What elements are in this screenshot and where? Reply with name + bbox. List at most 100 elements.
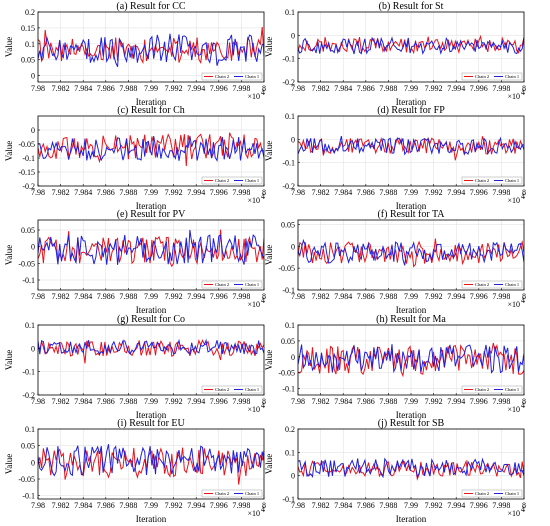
x-tick-label: 7.994 [187,501,205,510]
y-tick-label: 0 [31,458,35,467]
legend-label: Chain 2 [215,74,229,79]
x-tick-label: 7.996 [470,292,488,301]
series-line-chain-1 [298,36,524,55]
x-multiplier: ×10 [507,509,520,518]
y-tick-label: -0.05 [18,259,35,268]
x-tick-label: 7.994 [447,501,465,510]
legend-box [201,385,263,394]
x-tick-label: 7.988 [119,397,137,406]
series-line-chain-2 [38,132,264,167]
x-multiplier: ×10 [247,92,260,101]
x-tick-label: 7.992 [425,84,443,93]
x-tick-label: 7.982 [52,397,70,406]
x-tick-label: 7.982 [52,84,70,93]
legend-box [461,489,523,498]
x-tick-label: 8 [522,501,526,510]
x-tick-label: 7.986 [357,501,375,510]
y-tick-label: 0 [291,353,295,362]
x-tick-label: 7.996 [210,397,228,406]
x-tick-label: 7.984 [74,397,92,406]
legend-label: Chain 2 [215,282,229,287]
x-exponent: 4 [521,296,525,305]
legend-box [461,280,523,289]
x-tick-label: 7.98 [31,292,45,301]
x-tick-label: 7.992 [165,84,183,93]
x-tick-label: 7.992 [165,397,183,406]
x-tick-label: 7.996 [470,501,488,510]
x-exponent: 4 [521,88,525,97]
x-tick-label: 7.99 [404,397,418,406]
series-line-chain-2 [38,338,264,364]
x-tick-label: 7.996 [470,397,488,406]
subplot-title: (i) Result for EU [117,418,185,429]
subplot-7: (g) Result for Co 7.98 7.982 7.984 7.986 7.98… [4,314,266,420]
subplot-1: (a) Result for CC 7.98 7.982 7.984 7.986 7.98… [4,1,266,107]
series-line-chain-1 [38,444,264,477]
y-tick-label: -0.05 [18,140,35,149]
subplot-10: (j) Result for SB 7.98 7.982 7.984 7.986 7.98… [264,418,526,524]
x-axis-label: Iteration [396,305,427,315]
legend-box [461,72,523,81]
subplot-2: (b) Result for St 7.98 7.982 7.984 7.986 7.98… [264,1,526,107]
x-tick-label: 7.98 [31,188,45,197]
y-tick-label: -0.1 [282,55,295,64]
x-exponent: 4 [261,401,265,410]
y-tick-label: -0.1 [282,286,295,295]
x-exponent: 4 [521,192,525,201]
legend-box [201,280,263,289]
x-tick-label: 7.982 [52,292,70,301]
x-tick-label: 7.986 [357,84,375,93]
series-line-chain-2 [298,342,524,378]
x-tick-label: 7.988 [119,84,137,93]
y-tick-label: 0.1 [25,425,35,434]
x-tick-label: 7.994 [187,397,205,406]
x-tick-label: 7.984 [334,292,352,301]
legend-label: Chain 1 [245,74,259,79]
x-tick-label: 7.99 [144,292,158,301]
x-axis-label: Iteration [396,514,427,524]
subplot-title: (c) Result for Ch [117,105,185,116]
x-tick-label: 7.986 [97,188,115,197]
x-tick-label: 7.996 [470,84,488,93]
x-tick-label: 7.998 [492,84,510,93]
x-tick-label: 7.982 [312,397,330,406]
x-tick-label: 7.99 [404,292,418,301]
x-multiplier: ×10 [507,300,520,309]
x-tick-label: 7.982 [312,292,330,301]
x-tick-label: 8 [262,84,266,93]
x-tick-label: 7.992 [165,501,183,510]
subplot-4: (d) Result for FP 7.98 7.982 7.984 7.986 7.98… [264,105,526,211]
legend-label: Chain 1 [505,282,519,287]
y-tick-label: -0.2 [282,182,295,191]
x-tick-label: 7.998 [492,397,510,406]
y-tick-label: -0.15 [18,168,35,177]
x-tick-label: 7.98 [291,292,305,301]
subplot-title: (g) Result for Co [117,314,185,325]
y-tick-label: 0.05 [21,226,35,235]
y-tick-label: 0 [291,472,295,481]
legend-label: Chain 1 [245,178,259,183]
x-tick-label: 7.996 [210,501,228,510]
y-tick-label: 0 [291,31,295,40]
x-tick-label: 7.986 [97,84,115,93]
x-tick-label: 7.996 [210,188,228,197]
x-tick-label: 7.99 [144,501,158,510]
x-tick-label: 7.998 [232,501,250,510]
y-tick-label: 0.05 [281,220,295,229]
x-axis-label: Iteration [136,305,167,315]
y-tick-label: -0.1 [22,492,35,501]
x-tick-label: 7.986 [357,188,375,197]
x-axis-label: Iteration [136,97,167,107]
y-tick-label: -0.1 [22,368,35,377]
legend-label: Chain 2 [215,491,229,496]
x-tick-label: 7.99 [144,397,158,406]
legend-box [461,385,523,394]
series-line-chain-1 [298,344,524,374]
y-tick-label: 0 [291,135,295,144]
x-tick-label: 7.98 [31,501,45,510]
x-multiplier: ×10 [507,196,520,205]
legend-label: Chain 2 [215,178,229,183]
series-line-chain-1 [298,457,524,479]
x-tick-label: 7.988 [379,501,397,510]
legend-label: Chain 1 [245,491,259,496]
